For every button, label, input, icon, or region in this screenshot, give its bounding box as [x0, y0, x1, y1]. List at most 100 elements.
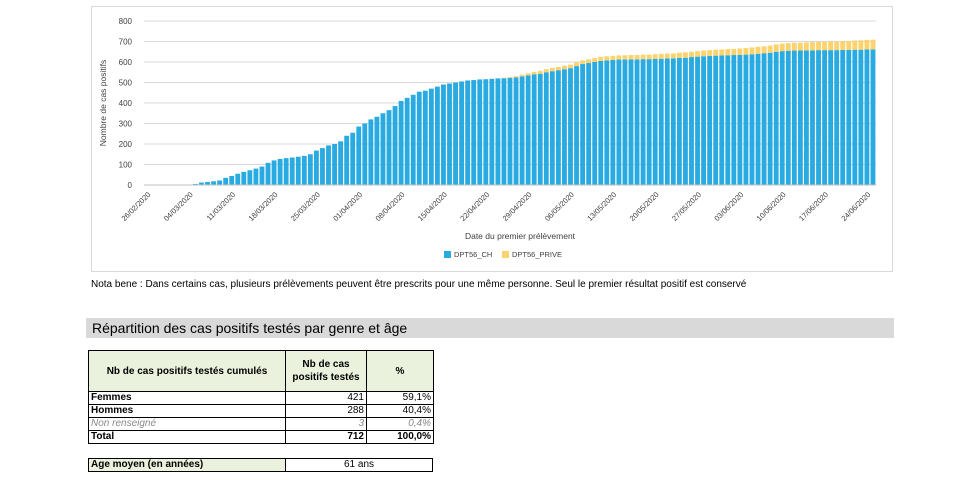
bar-dpt56-prive: [804, 42, 809, 51]
bar-dpt56-ch: [459, 81, 465, 185]
legend-swatch-dpt56-prive: [502, 251, 509, 258]
y-tick-label: 700: [119, 38, 133, 47]
bar-dpt56-prive: [507, 76, 513, 78]
row-label: Non renseigné: [88, 417, 286, 431]
bar-dpt56-prive: [676, 52, 682, 58]
bar-dpt56-ch: [307, 154, 313, 185]
bar-dpt56-prive: [761, 46, 767, 54]
bar-dpt56-ch: [852, 49, 858, 186]
bar-dpt56-ch: [864, 49, 870, 186]
bar-dpt56-ch: [616, 59, 622, 185]
bar-dpt56-ch: [791, 50, 797, 185]
bar-dpt56-prive: [695, 51, 700, 57]
bar-dpt56-ch: [368, 119, 374, 185]
legend-label-dpt56-ch: DPT56_CH: [454, 250, 492, 259]
table-row-non-renseigne: Non renseigné 3 0,4%: [88, 417, 434, 431]
bar-dpt56-prive: [791, 42, 797, 51]
y-tick-label: 600: [119, 58, 133, 67]
bar-dpt56-ch: [441, 84, 446, 185]
bar-dpt56-prive: [543, 69, 549, 73]
bar-dpt56-ch: [344, 135, 350, 185]
bar-dpt56-ch: [731, 55, 737, 185]
bar-dpt56-ch: [241, 171, 247, 185]
y-tick-label: 500: [119, 79, 133, 88]
bar-dpt56-prive: [513, 76, 519, 78]
bar-dpt56-ch: [350, 132, 356, 185]
bar-dpt56-prive: [749, 47, 755, 55]
bar-dpt56-ch: [537, 73, 543, 185]
bar-dpt56-ch: [380, 113, 386, 185]
x-tick-label: 22/04/2020: [458, 190, 491, 223]
bar-dpt56-prive: [785, 43, 791, 51]
bar-dpt56-prive: [519, 74, 525, 77]
bar-dpt56-ch: [689, 57, 694, 185]
row-percent: 0,4%: [366, 417, 434, 431]
table-row-total: Total 712 100,0%: [88, 430, 434, 444]
bar-dpt56-ch: [574, 66, 579, 185]
chart-frame: 0 100 200 300 400 500 600 700 800 26/02/2020 04/03…: [91, 6, 893, 272]
bar-dpt56-ch: [725, 55, 731, 185]
bar-dpt56-ch: [713, 55, 719, 185]
bar-dpt56-prive: [549, 67, 555, 72]
bar-dpt56-ch: [495, 78, 501, 185]
bar-dpt56-ch: [622, 59, 628, 185]
bar-dpt56-ch: [313, 150, 319, 185]
bar-dpt56-prive: [834, 41, 840, 51]
bar-dpt56-ch: [277, 158, 283, 185]
bar-dpt56-prive: [731, 48, 737, 56]
bar-dpt56-prive: [701, 50, 707, 57]
y-tick-label: 0: [128, 181, 133, 190]
bar-dpt56-ch: [434, 86, 440, 185]
bar-dpt56-prive: [537, 70, 543, 74]
bar-dpt56-ch: [301, 155, 307, 185]
y-tick-label: 400: [119, 99, 133, 108]
bar-dpt56-prive: [634, 55, 640, 60]
x-tick-label: 01/04/2020: [331, 190, 364, 223]
bar-dpt56-prive: [555, 66, 561, 71]
legend-label-dpt56-prive: DPT56_PRIVE: [512, 250, 562, 259]
x-tick-label: 20/05/2020: [628, 190, 661, 223]
bar-dpt56-ch: [247, 170, 253, 185]
bar-dpt56-ch: [513, 77, 519, 185]
bar-dpt56-prive: [670, 53, 676, 59]
row-label: Hommes: [88, 404, 286, 418]
bar-dpt56-ch: [193, 183, 198, 185]
bar-dpt56-prive: [592, 58, 598, 62]
row-count: 421: [285, 391, 367, 405]
bar-dpt56-ch: [810, 50, 815, 185]
bar-dpt56-ch: [223, 177, 229, 185]
bar-dpt56-ch: [568, 68, 573, 185]
bar-dpt56-ch: [562, 69, 567, 185]
bar-dpt56-prive: [707, 50, 713, 56]
y-tick-label: 800: [119, 17, 133, 26]
bar-dpt56-ch: [265, 162, 271, 185]
legend-swatch-dpt56-ch: [444, 251, 451, 258]
average-age-unit: ans: [357, 459, 375, 470]
bar-dpt56-ch: [271, 160, 277, 185]
bar-dpt56-ch: [386, 110, 392, 185]
average-age-number: 61: [343, 459, 356, 470]
x-tick-label: 13/05/2020: [585, 190, 618, 223]
x-tick-label: 04/03/2020: [162, 190, 195, 223]
bar-dpt56-ch: [822, 50, 827, 185]
bar-dpt56-ch: [259, 166, 265, 185]
bar-dpt56-ch: [453, 82, 458, 185]
col-header-category: Nb de cas positifs testés cumulés: [88, 350, 286, 392]
bar-dpt56-ch: [870, 49, 876, 186]
bar-dpt56-ch: [507, 77, 513, 185]
bar-dpt56-ch: [501, 78, 507, 185]
bar-dpt56-ch: [217, 180, 223, 185]
x-tick-label: 25/03/2020: [289, 190, 322, 223]
bar-dpt56-ch: [646, 59, 652, 185]
nota-bene: Nota bene : Dans certains cas, plusieurs…: [91, 279, 747, 290]
bar-dpt56-prive: [640, 54, 646, 60]
bar-dpt56-ch: [592, 62, 598, 185]
bar-dpt56-prive: [689, 51, 694, 58]
bar-dpt56-ch: [422, 90, 428, 185]
x-tick-label: 17/06/2020: [797, 190, 830, 223]
bar-dpt56-prive: [840, 41, 846, 50]
x-tick-label: 10/06/2020: [755, 190, 788, 223]
row-percent: 40,4%: [366, 404, 434, 418]
row-percent: 59,1%: [366, 391, 434, 405]
bar-dpt56-ch: [531, 74, 537, 185]
